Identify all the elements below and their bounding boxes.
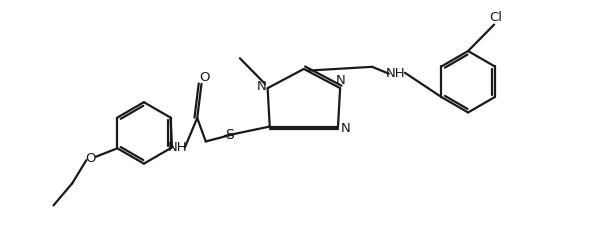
Text: N: N: [341, 122, 351, 135]
Text: S: S: [225, 128, 234, 142]
Text: O: O: [199, 72, 209, 84]
Text: O: O: [85, 152, 96, 165]
Text: Cl: Cl: [490, 11, 502, 24]
Text: N: N: [336, 74, 346, 87]
Text: NH: NH: [386, 67, 405, 80]
Text: NH: NH: [167, 141, 187, 154]
Text: N: N: [257, 80, 266, 93]
